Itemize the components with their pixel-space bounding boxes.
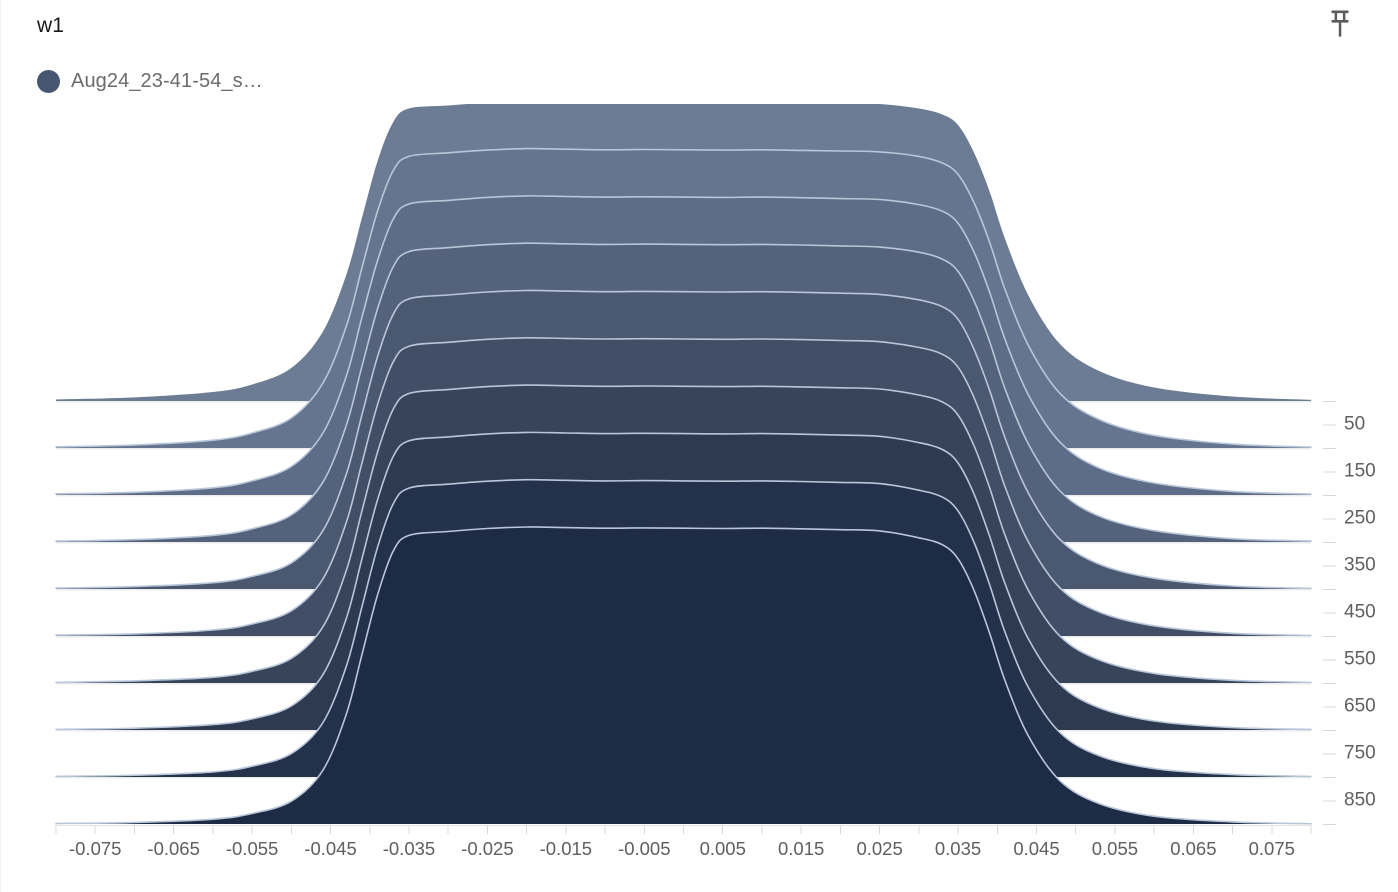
- x-axis-label: -0.035: [383, 838, 435, 859]
- pin-icon[interactable]: [1322, 6, 1358, 42]
- x-axis-label: -0.075: [69, 838, 121, 859]
- y-axis-label: 150: [1344, 461, 1376, 482]
- y-axis-label: 50: [1344, 414, 1365, 435]
- ridge-outline: [55, 384, 1312, 684]
- x-axis-label: 0.025: [856, 838, 902, 859]
- x-axis-label: -0.065: [147, 838, 199, 859]
- ridge-outline: [55, 289, 1312, 590]
- x-axis-label: -0.055: [226, 838, 278, 859]
- page-title: w1: [37, 14, 65, 37]
- legend: Aug24_23-41-54_s…: [37, 64, 263, 98]
- y-axis-label: 550: [1344, 649, 1376, 670]
- ridge-outline: [55, 431, 1312, 731]
- y-axis: 50 150 250 350 450 550 650 750 850: [1323, 401, 1376, 825]
- x-axis-label: -0.045: [304, 838, 356, 859]
- x-axis-label: 0.045: [1013, 838, 1059, 859]
- y-axis-label: 450: [1344, 602, 1376, 623]
- ridge-outline: [55, 147, 1312, 448]
- ridgeline-plot[interactable]: -0.075 -0.065 -0.055 -0.045 -0.035 -0.025 -0.0…: [1, 104, 1398, 892]
- x-axis-label: 0.075: [1249, 838, 1295, 859]
- x-axis-label: 0.035: [935, 838, 981, 859]
- y-axis-label: 650: [1344, 696, 1376, 717]
- ridge-outline: [55, 526, 1312, 825]
- x-axis-label: 0.005: [700, 838, 746, 859]
- y-axis-label: 750: [1344, 743, 1376, 764]
- ridge-outline: [55, 195, 1312, 495]
- y-axis-label: 350: [1344, 555, 1376, 576]
- x-axis-label: 0.055: [1092, 838, 1138, 859]
- y-axis-label: 850: [1344, 790, 1376, 811]
- y-axis-label: 250: [1344, 508, 1376, 529]
- x-axis-label: -0.025: [461, 838, 513, 859]
- ridgeline-svg: -0.075 -0.065 -0.055 -0.045 -0.035 -0.025 -0.0…: [55, 104, 1376, 859]
- ridge-outline: [55, 478, 1312, 778]
- x-axis-label: 0.015: [778, 838, 824, 859]
- legend-swatch: [37, 69, 60, 93]
- legend-item-label[interactable]: Aug24_23-41-54_s…: [71, 70, 263, 92]
- ridge-group: [55, 104, 1312, 825]
- x-axis-label: -0.015: [540, 838, 592, 859]
- ridge-outline: [55, 242, 1312, 542]
- x-axis-label: 0.065: [1170, 838, 1216, 859]
- ridge-outline: [55, 336, 1312, 637]
- ridge-area[interactable]: [56, 526, 1311, 824]
- x-axis-label: -0.005: [618, 838, 670, 859]
- x-axis: -0.075 -0.065 -0.055 -0.045 -0.035 -0.025 -0.0…: [55, 825, 1312, 859]
